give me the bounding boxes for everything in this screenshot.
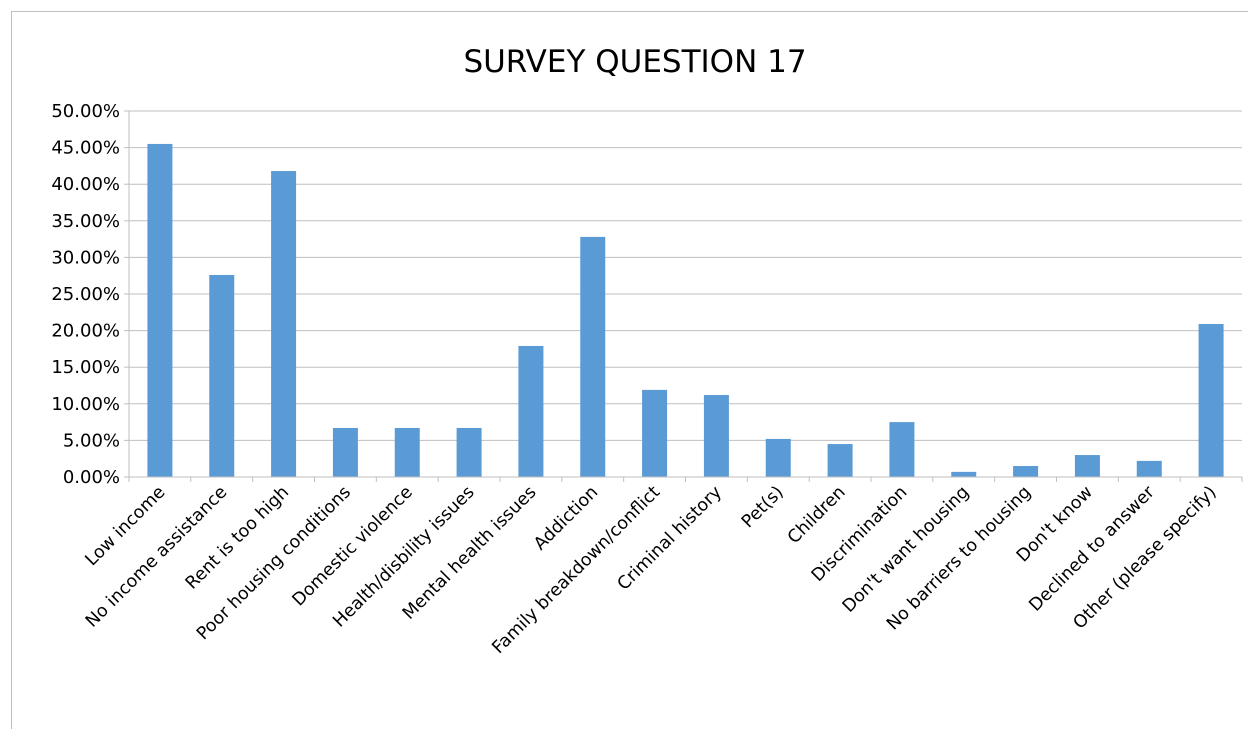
bar bbox=[332, 427, 358, 477]
y-tick-label: 15.00% bbox=[51, 357, 120, 378]
y-tick-label: 10.00% bbox=[51, 394, 120, 415]
y-axis: 0.00% 5.00% 10.00% 15.00% 20.00% 25.00% 30.00%… bbox=[51, 101, 130, 488]
y-tick-label: 0.00% bbox=[63, 467, 120, 488]
bar bbox=[1074, 455, 1100, 477]
bar bbox=[518, 345, 544, 477]
gridlines bbox=[129, 110, 1242, 441]
bar bbox=[703, 395, 729, 477]
x-category-label: Rent is too high bbox=[182, 482, 293, 593]
bar bbox=[209, 274, 235, 477]
bars bbox=[147, 143, 1224, 478]
bar-chart: SURVEY QUESTION 17 0.00% 5.00% 10.00% 15.00… bbox=[51, 44, 1243, 658]
x-axis bbox=[128, 476, 1243, 482]
bar bbox=[1136, 460, 1162, 477]
bar bbox=[1198, 324, 1224, 477]
x-category-label: Domestic violence bbox=[289, 482, 417, 610]
y-tick-label: 5.00% bbox=[63, 430, 120, 451]
bar bbox=[147, 143, 173, 477]
bar bbox=[1013, 466, 1039, 477]
bar bbox=[889, 422, 915, 477]
chart-area: SURVEY QUESTION 17 0.00% 5.00% 10.00% 15.00… bbox=[11, 11, 1248, 729]
y-tick-label: 25.00% bbox=[51, 284, 120, 305]
y-tick-label: 30.00% bbox=[51, 247, 120, 268]
bar bbox=[765, 438, 791, 477]
x-category-label: Children bbox=[784, 482, 850, 548]
y-tick-label: 35.00% bbox=[51, 211, 120, 232]
bar bbox=[394, 427, 420, 477]
bar bbox=[456, 427, 482, 477]
y-tick-label: 45.00% bbox=[51, 138, 120, 159]
x-category-label: Criminal history bbox=[614, 482, 726, 594]
y-tick-label: 20.00% bbox=[51, 321, 120, 342]
bar bbox=[271, 171, 297, 478]
y-tick-label: 40.00% bbox=[51, 174, 120, 195]
chart-title: SURVEY QUESTION 17 bbox=[463, 44, 806, 80]
bar bbox=[642, 389, 668, 477]
bar bbox=[951, 471, 977, 477]
bar bbox=[580, 236, 606, 477]
bar bbox=[827, 444, 853, 477]
x-category-label: Pet(s) bbox=[738, 482, 788, 532]
y-tick-label: 50.00% bbox=[51, 101, 120, 122]
